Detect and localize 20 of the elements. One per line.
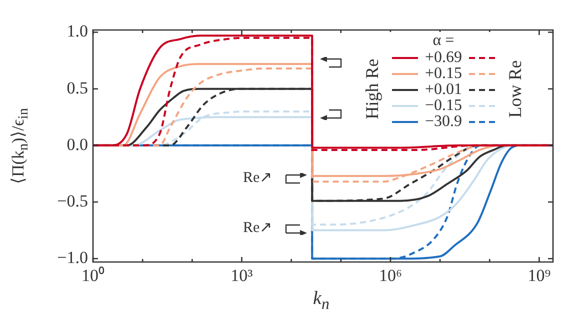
legend-label: +0.01 bbox=[424, 81, 463, 98]
x-tick-label: 10³ bbox=[230, 266, 253, 285]
y-tick-label: 0.5 bbox=[66, 78, 88, 98]
annotation: Re↗ bbox=[243, 169, 273, 187]
legend-label: +0.15 bbox=[424, 65, 463, 82]
y-tick-label: 0.0 bbox=[66, 134, 88, 154]
x-axis-title: k$_{n}$ bbox=[313, 288, 330, 314]
y-tick-label: −1.0 bbox=[57, 248, 88, 268]
x-tick-label: 10⁹ bbox=[528, 266, 551, 285]
legend-label: −30.9 bbox=[424, 113, 463, 130]
y-tick-label: 1.0 bbox=[66, 22, 88, 41]
legend-title: α = bbox=[432, 32, 456, 50]
annotation: High Re bbox=[362, 58, 382, 120]
annotation: Re↗ bbox=[243, 219, 273, 237]
legend-label: −0.15 bbox=[424, 97, 463, 114]
legend-label: +0.69 bbox=[424, 49, 463, 66]
x-tick-label: 10⁶ bbox=[378, 266, 402, 285]
x-tick-label: 10⁰ bbox=[82, 266, 104, 285]
annotation: Low Re bbox=[505, 60, 525, 118]
y-tick-label: −0.5 bbox=[57, 191, 88, 210]
